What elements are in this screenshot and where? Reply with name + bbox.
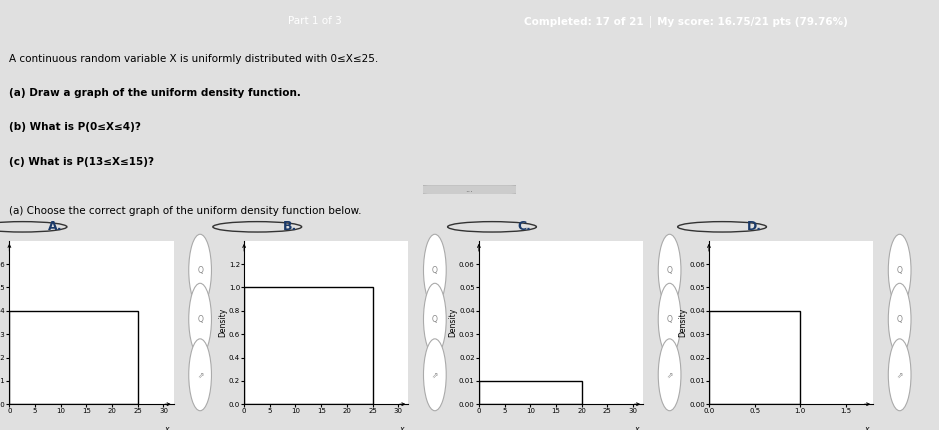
- Text: (a) Choose the correct graph of the uniform density function below.: (a) Choose the correct graph of the unif…: [9, 206, 362, 216]
- Circle shape: [189, 339, 211, 411]
- Text: A continuous random variable X is uniformly distributed with 0≤X≤25.: A continuous random variable X is unifor…: [9, 54, 378, 64]
- Text: ⇗: ⇗: [897, 370, 902, 379]
- Circle shape: [888, 234, 911, 306]
- Circle shape: [658, 234, 681, 306]
- Text: x: x: [864, 425, 869, 430]
- Text: Q: Q: [897, 315, 902, 324]
- Bar: [479, 381, 581, 404]
- Y-axis label: Density: Density: [219, 308, 227, 337]
- Text: x: x: [399, 425, 404, 430]
- Circle shape: [888, 283, 911, 355]
- Text: Q: Q: [432, 266, 438, 275]
- Y-axis label: Density: Density: [679, 308, 687, 337]
- Text: Q: Q: [667, 266, 672, 275]
- Text: C.: C.: [517, 220, 531, 233]
- Circle shape: [658, 339, 681, 411]
- FancyBboxPatch shape: [423, 185, 516, 194]
- Text: ⇗: ⇗: [432, 370, 438, 379]
- Text: Q: Q: [197, 315, 203, 324]
- Text: ⇗: ⇗: [197, 370, 203, 379]
- Text: A.: A.: [48, 220, 62, 233]
- Text: Q: Q: [897, 266, 902, 275]
- Y-axis label: Density: Density: [449, 308, 457, 337]
- Circle shape: [658, 283, 681, 355]
- Text: Q: Q: [432, 315, 438, 324]
- Text: Q: Q: [667, 315, 672, 324]
- Circle shape: [189, 283, 211, 355]
- Text: Q: Q: [197, 266, 203, 275]
- Circle shape: [888, 339, 911, 411]
- Text: (c) What is P(13≤X≤15)?: (c) What is P(13≤X≤15)?: [9, 157, 154, 166]
- Text: Part 1 of 3: Part 1 of 3: [287, 16, 342, 27]
- Text: D.: D.: [747, 220, 762, 233]
- Bar: [9, 311, 138, 404]
- Text: (b) What is P(0≤X≤4)?: (b) What is P(0≤X≤4)?: [9, 123, 141, 132]
- Text: ...: ...: [466, 185, 473, 194]
- Text: Completed: 17 of 21 │ My score: 16.75/21 pts (79.76%): Completed: 17 of 21 │ My score: 16.75/21…: [524, 15, 847, 28]
- Text: B.: B.: [283, 220, 297, 233]
- Circle shape: [423, 234, 446, 306]
- Circle shape: [423, 339, 446, 411]
- Text: (a) Draw a graph of the uniform density function.: (a) Draw a graph of the uniform density …: [9, 89, 301, 98]
- Bar: [709, 311, 800, 404]
- Circle shape: [189, 234, 211, 306]
- Text: x: x: [164, 425, 169, 430]
- Text: x: x: [634, 425, 639, 430]
- Bar: [244, 288, 373, 404]
- Circle shape: [423, 283, 446, 355]
- Text: ⇗: ⇗: [667, 370, 672, 379]
